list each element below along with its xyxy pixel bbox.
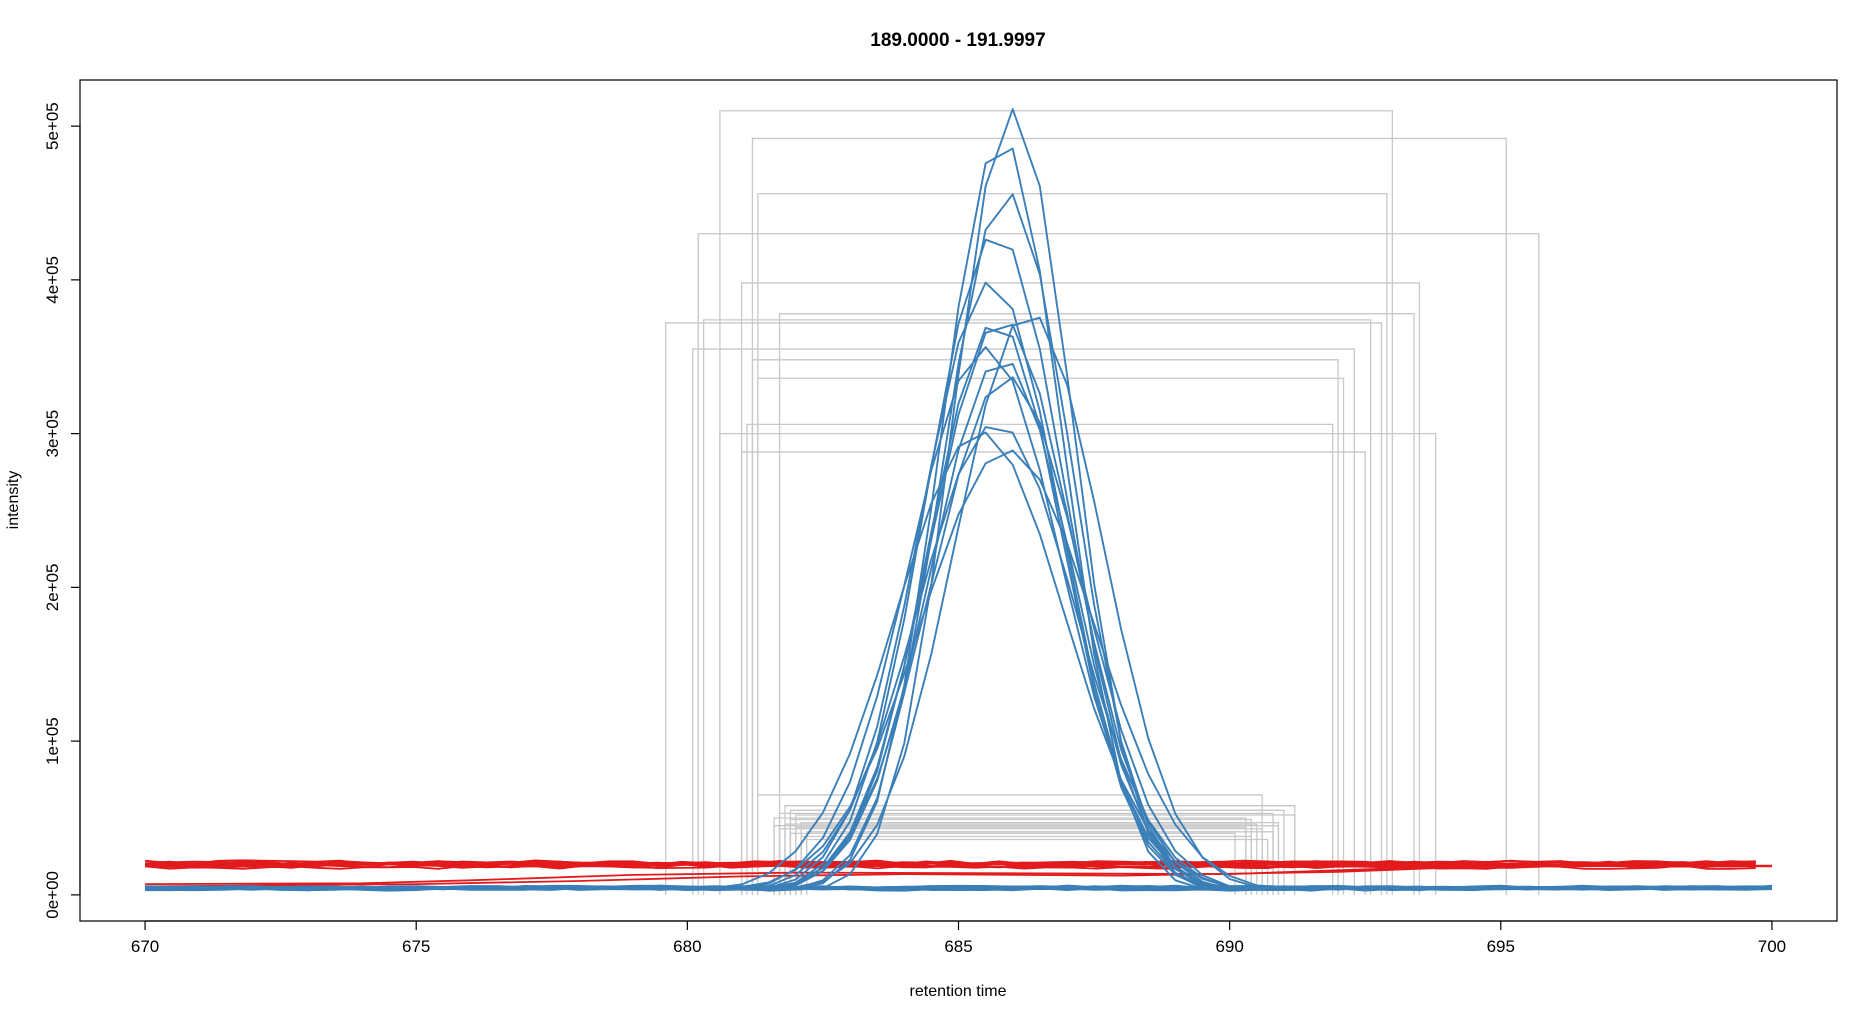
- baseline-traces: [145, 859, 1772, 888]
- peak-trace-5: [714, 281, 1311, 889]
- peak-box-11: [757, 377, 1345, 895]
- peak-box-8: [702, 319, 1372, 895]
- y-tick-label-1: 1e+05: [43, 717, 62, 765]
- x-tick-label-675: 675: [402, 937, 430, 956]
- peak-trace-9: [714, 346, 1311, 890]
- y-tick-label-4: 4e+05: [43, 256, 62, 304]
- peak-trace-1: [714, 108, 1311, 891]
- x-axis: 670 675 680 685 690 695 700: [131, 920, 1786, 956]
- red-low-trace-2: [145, 864, 1772, 888]
- peak-trace-6: [714, 316, 1311, 889]
- y-tick-label-2: 2e+05: [43, 563, 62, 611]
- peak-trace-13: [714, 431, 1311, 889]
- x-tick-label-695: 695: [1487, 937, 1515, 956]
- peak-trace-8: [714, 323, 1311, 891]
- peak-box-3: [757, 193, 1388, 895]
- y-axis: 0e+00 1e+05 2e+05 3e+05 4e+05 5e+05: [43, 102, 81, 919]
- small-peak-box-10: [773, 825, 1280, 895]
- peak-trace-14: [714, 449, 1311, 888]
- x-tick-label-685: 685: [944, 937, 972, 956]
- red-baseline-10: [145, 859, 1756, 866]
- y-axis-title: intensity: [5, 471, 22, 530]
- blue-baseline-14: [145, 884, 1772, 890]
- y-tick-label-5: 5e+05: [43, 102, 62, 150]
- y-tick-label-0: 0e+00: [43, 871, 62, 919]
- peak-box-6: [778, 313, 1415, 895]
- x-tick-label-690: 690: [1215, 937, 1243, 956]
- peak-trace-11: [714, 376, 1311, 888]
- peak-trace-10: [714, 362, 1311, 889]
- red-baseline-12: [145, 861, 1756, 867]
- red-baseline-7: [145, 864, 1756, 870]
- x-axis-title: retention time: [910, 983, 1007, 1000]
- peak-boxes: [665, 110, 1540, 895]
- x-tick-label-680: 680: [673, 937, 701, 956]
- peak-traces: [145, 108, 1772, 892]
- peak-trace-2: [714, 147, 1311, 890]
- peak-trace-3: [714, 193, 1311, 890]
- peak-box-7: [665, 322, 1383, 895]
- x-tick-label-700: 700: [1758, 937, 1786, 956]
- y-tick-label-3: 3e+05: [43, 410, 62, 458]
- peak-box-5: [740, 282, 1421, 895]
- peak-trace-7: [714, 326, 1311, 888]
- red-low-trace-1: [145, 864, 1772, 885]
- peak-box-10: [751, 359, 1339, 895]
- chart-title: 189.0000 - 191.9997: [870, 30, 1045, 51]
- x-tick-label-670: 670: [131, 937, 159, 956]
- peak-box-4: [697, 233, 1540, 895]
